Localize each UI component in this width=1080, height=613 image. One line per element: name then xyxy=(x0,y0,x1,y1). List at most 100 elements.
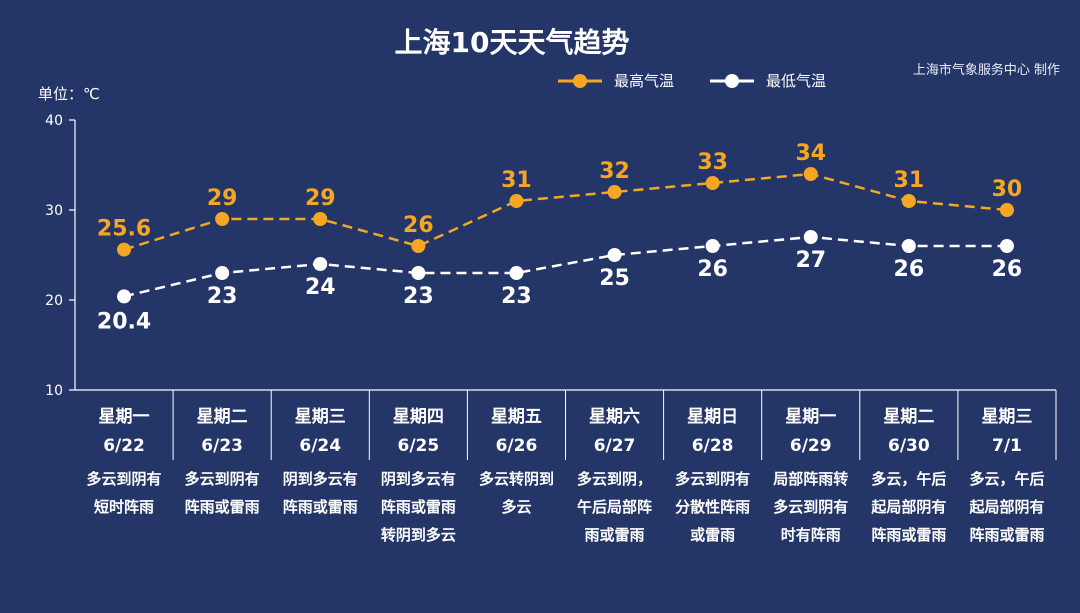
unit-label: 单位：℃ xyxy=(38,85,100,103)
weather-desc-line: 分散性阵雨 xyxy=(675,498,750,516)
y-tick-label: 10 xyxy=(45,383,63,399)
weather-desc-line: 转阴到多云 xyxy=(381,526,456,544)
data-label-low: 26 xyxy=(697,257,728,282)
data-labels: 25.6 29 29 26 31 32 33 34 31 30 20.4 23 24 23 23 25 26 27… xyxy=(97,141,1022,334)
data-label-low: 26 xyxy=(894,257,925,282)
data-label-low: 20.4 xyxy=(97,309,151,334)
x-date-label: 6/23 xyxy=(201,436,243,456)
weather-desc-line: 多云到阴， xyxy=(577,470,652,488)
line-low xyxy=(123,235,1007,298)
weather-desc-line: 短时阵雨 xyxy=(94,498,154,516)
data-label-high: 26 xyxy=(403,213,434,238)
legend-label-high: 最高气温 xyxy=(614,72,674,90)
weather-desc-line: 时有阵雨 xyxy=(781,526,841,544)
data-label-low: 23 xyxy=(207,284,238,309)
x-day-label: 星期二 xyxy=(197,407,248,427)
x-day-label: 星期五 xyxy=(491,407,542,427)
weather-desc-line: 阵雨或雷雨 xyxy=(185,498,260,516)
x-day-label: 星期一 xyxy=(785,407,836,427)
weather-desc-line: 雨或雷雨 xyxy=(585,526,645,544)
weather-desc-line: 阴到多云有 xyxy=(381,470,456,488)
point-low xyxy=(117,289,132,304)
weather-desc-line: 局部阵雨转 xyxy=(772,470,848,488)
point-low xyxy=(313,257,328,271)
weather-desc-line: 起局部阴有 xyxy=(870,498,946,516)
weather-desc-line: 多云，午后 xyxy=(871,470,946,488)
data-label-low: 26 xyxy=(992,257,1023,282)
weather-desc-line: 阴到多云有 xyxy=(283,470,358,488)
x-date-label: 6/22 xyxy=(103,436,145,456)
legend-marker-high xyxy=(573,74,587,88)
x-day-label: 星期二 xyxy=(883,407,934,427)
x-categories: 星期一6/22多云到阴有短时阵雨星期二6/23多云到阴有阵雨或雷雨星期三6/24… xyxy=(87,406,1045,544)
point-low xyxy=(999,239,1014,253)
weather-desc-line: 阵雨或雷雨 xyxy=(381,498,456,516)
legend-item-high: 最高气温 xyxy=(558,72,674,90)
y-tick-label: 20 xyxy=(45,293,63,309)
point-high xyxy=(411,239,426,253)
x-day-label: 星期三 xyxy=(981,407,1032,427)
weather-desc-line: 阵雨或雷雨 xyxy=(969,526,1044,544)
data-label-high: 29 xyxy=(207,186,238,211)
x-date-label: 6/29 xyxy=(790,436,832,456)
x-date-label: 6/30 xyxy=(888,436,930,456)
point-high xyxy=(509,194,524,208)
weather-desc-line: 阵雨或雷雨 xyxy=(871,526,946,544)
point-high xyxy=(705,176,720,190)
data-label-high: 31 xyxy=(501,168,532,193)
point-low xyxy=(411,266,426,280)
weather-desc-line: 多云到阴有 xyxy=(87,470,162,488)
x-day-label: 星期一 xyxy=(99,407,150,427)
weather-desc-line: 多云转阴到 xyxy=(479,470,554,488)
point-low xyxy=(705,239,720,253)
x-date-label: 6/25 xyxy=(397,436,439,456)
data-label-high: 33 xyxy=(697,150,728,175)
weather-desc-line: 多云 xyxy=(501,498,531,516)
data-label-high: 29 xyxy=(305,186,336,211)
data-label-high: 25.6 xyxy=(97,217,151,242)
data-label-high: 30 xyxy=(992,177,1023,202)
point-high xyxy=(999,203,1014,217)
data-label-low: 23 xyxy=(501,284,532,309)
point-low xyxy=(901,239,916,253)
point-high xyxy=(607,185,622,199)
weather-desc-line: 多云到阴有 xyxy=(675,470,750,488)
point-high xyxy=(901,194,916,208)
x-date-label: 6/27 xyxy=(594,436,636,456)
data-label-high: 34 xyxy=(795,141,826,166)
line-high xyxy=(123,172,1008,251)
legend-marker-low xyxy=(725,74,739,88)
point-high xyxy=(313,212,328,226)
weather-desc-line: 起局部阴有 xyxy=(968,498,1044,516)
legend-item-low: 最低气温 xyxy=(710,72,826,90)
x-date-label: 6/24 xyxy=(299,436,341,456)
y-tick-label: 40 xyxy=(45,113,63,129)
axes: 10 20 30 40 xyxy=(45,113,1057,460)
credit-text: 上海市气象服务中心 制作 xyxy=(913,62,1060,78)
point-low xyxy=(215,266,230,280)
weather-desc-line: 多云到阴有 xyxy=(185,470,260,488)
data-label-low: 25 xyxy=(599,266,630,291)
weather-desc-line: 阵雨或雷雨 xyxy=(283,498,358,516)
chart-title: 上海10天天气趋势 xyxy=(395,26,630,59)
x-date-label: 6/28 xyxy=(692,436,734,456)
y-tick-label: 30 xyxy=(45,203,63,219)
point-high xyxy=(117,242,132,257)
point-low xyxy=(509,266,524,280)
point-high xyxy=(803,167,818,181)
x-day-label: 星期四 xyxy=(393,407,444,427)
point-high xyxy=(215,212,230,226)
weather-desc-line: 多云，午后 xyxy=(969,470,1044,488)
x-day-label: 星期日 xyxy=(687,407,738,427)
data-label-low: 24 xyxy=(305,275,336,300)
legend: 最高气温 最低气温 xyxy=(558,72,826,90)
data-label-low: 23 xyxy=(403,284,434,309)
x-day-label: 星期六 xyxy=(589,406,640,427)
weather-desc-line: 多云到阴有 xyxy=(773,498,848,516)
weather-desc-line: 午后局部阵 xyxy=(577,498,652,516)
point-low xyxy=(607,248,622,262)
series-lines xyxy=(123,172,1008,298)
weather-desc-line: 或雷雨 xyxy=(690,526,735,544)
